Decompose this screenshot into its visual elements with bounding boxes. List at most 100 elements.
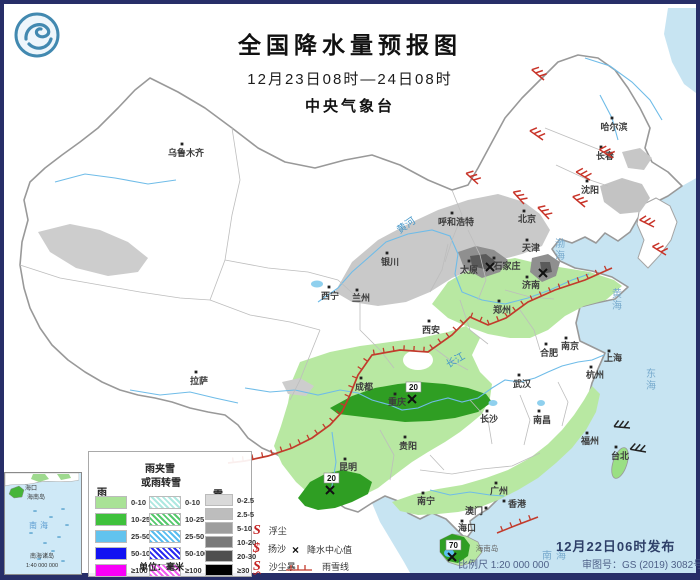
rain-snow-line-tick <box>252 454 253 459</box>
geo-label: 海 <box>555 249 565 262</box>
legend-row: ≥30 <box>205 564 256 576</box>
rain-snow-line-tick <box>383 348 384 353</box>
release-time: 12月22日06时发布 <box>556 536 675 555</box>
legend-row: 0-2.5 <box>205 494 256 506</box>
city-dot <box>360 377 363 380</box>
city-dot <box>486 410 489 413</box>
rain-snow-line-icon <box>284 562 314 572</box>
city-label: 武汉 <box>513 378 532 389</box>
qinghai-lake <box>311 281 323 288</box>
legend-unit: 单位：毫米 <box>139 560 184 573</box>
city-label: 台北 <box>611 450 629 461</box>
city-dot <box>356 289 359 292</box>
inset-hainandao-label: 海南岛 <box>27 493 45 501</box>
sea-northeast-corner <box>664 8 700 96</box>
legend-sleet-title-2: 或雨转雪 <box>141 474 181 489</box>
city-dot <box>526 276 529 279</box>
approval-number: 审图号：GS (2019) 3082号 <box>582 556 700 571</box>
precip-value: 20 <box>409 383 418 392</box>
legend-swatch <box>95 530 127 543</box>
city-label: 广州 <box>490 485 508 496</box>
legend-row: 2.5-5 <box>205 508 256 520</box>
dust-label: 浮尘 <box>269 524 287 537</box>
city-label: 杭州 <box>586 369 604 380</box>
city-label: 海口 <box>458 522 476 533</box>
city-label: 上海 <box>604 352 622 363</box>
city-dot <box>586 180 589 183</box>
legend-swatch <box>205 536 233 548</box>
city-label: 澳门 <box>465 505 483 516</box>
city-label: 呼和浩特 <box>438 216 474 227</box>
city-label: 拉萨 <box>190 375 208 386</box>
city-label: 长沙 <box>480 413 498 424</box>
legend-range-label: 10-25 <box>185 515 204 524</box>
legend-dust: S 浮尘 <box>253 524 287 537</box>
inset-scale-label: 1:40 000 000 <box>26 563 58 569</box>
city-label: 福州 <box>580 435 599 446</box>
rain-snow-line-tick <box>393 346 394 351</box>
legend-row: 10-20 <box>205 536 256 548</box>
legend-swatch <box>149 530 181 543</box>
cma-logo <box>10 8 64 67</box>
legend-row: 5-10 <box>205 522 256 534</box>
geo-label: 海 <box>646 379 656 392</box>
rain-snow-line-label: 雨雪线 <box>322 560 349 573</box>
precip-value: 20 <box>327 474 336 483</box>
legend-swatch <box>95 547 127 560</box>
city-dot <box>386 252 389 255</box>
city-label: 郑州 <box>493 304 511 315</box>
inset-islands-label: 南海诸岛 <box>30 552 54 560</box>
legend-rain-snow-line: 雨雪线 <box>284 560 349 573</box>
sandstorm-icon: S <box>253 561 261 573</box>
geo-label: 东 <box>646 367 656 380</box>
legend-range-label: ≥30 <box>237 566 249 575</box>
city-dot <box>538 410 541 413</box>
legend-range-label: 10-25 <box>131 515 150 524</box>
city-label: 贵阳 <box>399 440 417 451</box>
city-dot <box>451 212 454 215</box>
city-dot <box>493 257 496 260</box>
city-label: 乌鲁木齐 <box>168 147 205 158</box>
legend-sand: $ 扬沙 <box>253 542 286 555</box>
city-label: 南宁 <box>417 495 435 506</box>
legend-range-label: 25-50 <box>131 532 150 541</box>
precip-value: 70 <box>449 541 458 550</box>
geo-label: 黄 <box>612 287 622 300</box>
city-dot <box>428 320 431 323</box>
legend-range-label: 2.5-5 <box>237 510 254 519</box>
city-label: 石家庄 <box>492 260 520 271</box>
city-dot <box>526 239 529 242</box>
legend-row: 25-50 <box>95 530 154 543</box>
city-dot <box>615 446 618 449</box>
rain-snow-line-tick <box>262 452 263 457</box>
legend-precip-center: × 降水中心值 <box>292 543 352 556</box>
city-label: 成都 <box>355 381 373 392</box>
legend-swatch <box>205 564 233 576</box>
legend-range-label: 25-50 <box>185 532 204 541</box>
legend-sleet-title-1: 雨夹雪 <box>145 460 175 475</box>
city-label: 南京 <box>561 340 579 351</box>
city-label: 兰州 <box>352 292 370 303</box>
legend-swatch <box>149 496 181 509</box>
city-dot <box>498 300 501 303</box>
city-dot <box>518 374 521 377</box>
legend-swatch <box>149 547 181 560</box>
city-dot <box>422 492 425 495</box>
legend-range-label: 5-10 <box>237 524 252 533</box>
city-label: 天津 <box>522 242 540 253</box>
city-dot <box>344 458 347 461</box>
city-label: 银川 <box>381 256 399 267</box>
legend-row: 0-10 <box>95 496 154 509</box>
city-label: 南昌 <box>533 414 551 425</box>
legend-range-label: 0-10 <box>131 498 146 507</box>
geo-label: 海南岛 <box>476 543 499 553</box>
city-label: 西安 <box>422 324 440 335</box>
city-dot <box>545 343 548 346</box>
legend-row: 25-50 <box>149 530 208 543</box>
dust-icon: S <box>253 525 261 537</box>
city-label: 沈阳 <box>581 184 599 195</box>
legend-swatch <box>95 564 127 577</box>
city-dot <box>461 520 464 523</box>
